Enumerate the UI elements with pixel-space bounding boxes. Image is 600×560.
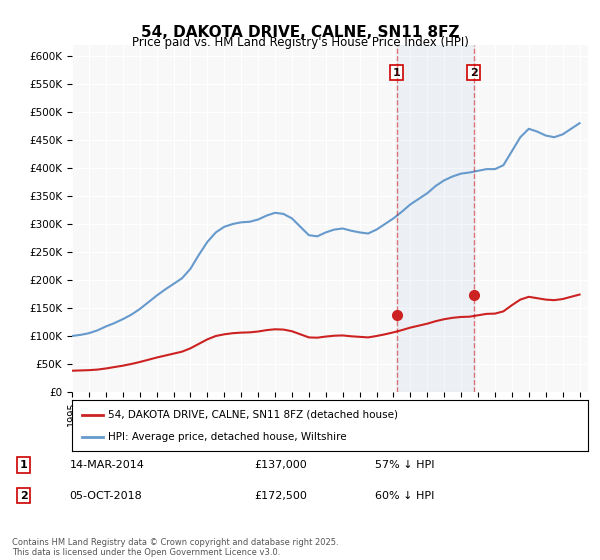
- Text: HPI: Average price, detached house, Wiltshire: HPI: Average price, detached house, Wilt…: [108, 432, 347, 442]
- Text: 60% ↓ HPI: 60% ↓ HPI: [375, 491, 434, 501]
- Bar: [397, 45, 474, 392]
- Text: 2: 2: [470, 68, 478, 78]
- Text: Price paid vs. HM Land Registry's House Price Index (HPI): Price paid vs. HM Land Registry's House …: [131, 36, 469, 49]
- Text: 57% ↓ HPI: 57% ↓ HPI: [375, 460, 434, 470]
- Text: 2: 2: [20, 491, 28, 501]
- Text: 1: 1: [393, 68, 401, 78]
- Text: £137,000: £137,000: [254, 460, 307, 470]
- Text: 05-OCT-2018: 05-OCT-2018: [70, 491, 142, 501]
- Text: £172,500: £172,500: [254, 491, 307, 501]
- Text: 54, DAKOTA DRIVE, CALNE, SN11 8FZ (detached house): 54, DAKOTA DRIVE, CALNE, SN11 8FZ (detac…: [108, 409, 398, 419]
- Text: Contains HM Land Registry data © Crown copyright and database right 2025.
This d: Contains HM Land Registry data © Crown c…: [12, 538, 338, 557]
- Text: 1: 1: [20, 460, 28, 470]
- Text: 54, DAKOTA DRIVE, CALNE, SN11 8FZ: 54, DAKOTA DRIVE, CALNE, SN11 8FZ: [141, 25, 459, 40]
- Text: 14-MAR-2014: 14-MAR-2014: [70, 460, 145, 470]
